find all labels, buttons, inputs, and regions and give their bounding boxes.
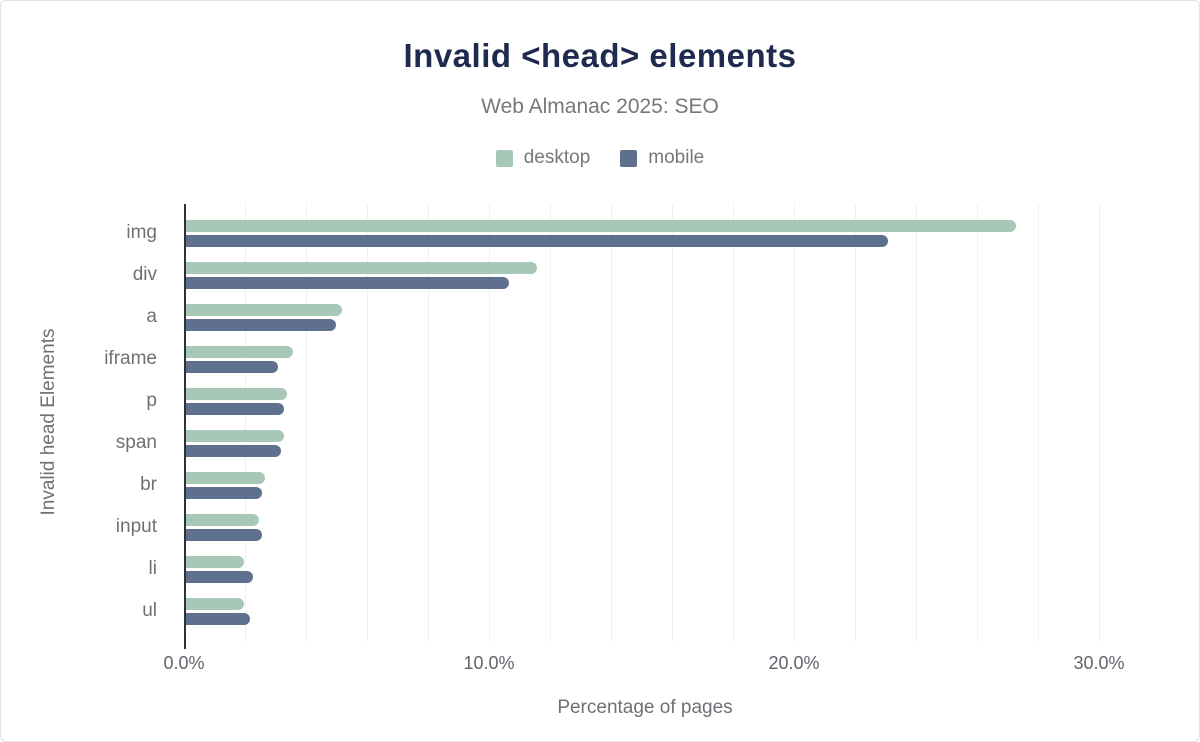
bar-mobile-a <box>186 318 336 331</box>
gridline <box>306 204 307 641</box>
x-tick-10: 10.0% <box>463 653 515 673</box>
bar-desktop-ul <box>186 597 244 610</box>
legend-swatch-desktop-icon <box>495 149 513 167</box>
bar-mobile-iframe <box>186 360 278 373</box>
category-label-li: li <box>148 558 157 579</box>
gridline <box>733 204 734 641</box>
category-label-span: span <box>115 432 157 453</box>
bar-group-iframe <box>186 338 1106 380</box>
x-tick-0: 0.0% <box>163 653 205 673</box>
bar-group-a <box>186 296 1106 338</box>
y-axis-line <box>184 204 186 649</box>
gridline <box>489 204 490 641</box>
x-axis-title: Percentage of pages <box>557 697 733 718</box>
legend-item-desktop: desktop <box>495 147 591 169</box>
category-label-ul: ul <box>142 600 157 621</box>
bar-group-li <box>186 548 1106 590</box>
bar-desktop-li <box>186 555 244 568</box>
gridline <box>367 204 368 641</box>
category-label-iframe: iframe <box>104 348 157 369</box>
gridline <box>672 204 673 641</box>
legend-swatch-mobile-icon <box>620 149 638 167</box>
legend: desktop mobile <box>1 147 1199 169</box>
bar-desktop-p <box>186 387 287 400</box>
gridline <box>855 204 856 641</box>
bar-mobile-div <box>186 276 510 289</box>
gridline <box>916 204 917 641</box>
gridline <box>550 204 551 641</box>
bar-desktop-a <box>186 303 342 316</box>
gridline <box>794 204 795 641</box>
bar-group-p <box>186 380 1106 422</box>
bar-mobile-p <box>186 402 284 415</box>
category-label-input: input <box>115 516 157 537</box>
category-label-a: a <box>146 306 157 327</box>
gridline <box>428 204 429 641</box>
bar-mobile-input <box>186 528 263 541</box>
legend-label-mobile: mobile <box>648 147 705 168</box>
bar-mobile-br <box>186 486 263 499</box>
bar-group-ul <box>186 590 1106 632</box>
category-label-p: p <box>146 390 157 411</box>
bar-group-br <box>186 464 1106 506</box>
bar-group-img <box>186 212 1106 254</box>
bar-group-div <box>186 254 1106 296</box>
gridline <box>977 204 978 641</box>
x-tick-30: 30.0% <box>1073 653 1125 673</box>
bar-rows <box>186 204 1106 641</box>
bar-mobile-ul <box>186 612 250 625</box>
gridline <box>1099 204 1100 641</box>
bar-mobile-span <box>186 444 281 457</box>
bar-group-input <box>186 506 1106 548</box>
gridline <box>245 204 246 641</box>
category-labels: img div a iframe p span br input li ul <box>1 204 171 641</box>
bar-group-span <box>186 422 1106 464</box>
bar-mobile-li <box>186 570 254 583</box>
chart-title: Invalid <head> elements <box>403 37 797 74</box>
chart-subtitle: Web Almanac 2025: SEO <box>481 95 719 118</box>
bar-desktop-img <box>186 219 1016 232</box>
category-label-div: div <box>132 264 157 285</box>
legend-label-desktop: desktop <box>523 147 591 168</box>
bar-desktop-br <box>186 471 266 484</box>
bar-desktop-input <box>186 513 260 526</box>
bar-desktop-iframe <box>186 345 293 358</box>
bar-mobile-img <box>186 234 888 247</box>
bar-desktop-span <box>186 429 284 442</box>
gridline <box>1038 204 1039 641</box>
gridline <box>611 204 612 641</box>
category-label-br: br <box>140 474 157 495</box>
x-tick-20: 20.0% <box>768 653 820 673</box>
y-axis-title: Invalid head Elements <box>38 328 59 516</box>
legend-item-mobile: mobile <box>620 147 704 169</box>
category-label-img: img <box>126 222 157 243</box>
plot-area <box>184 204 1106 641</box>
bar-desktop-div <box>186 261 537 274</box>
